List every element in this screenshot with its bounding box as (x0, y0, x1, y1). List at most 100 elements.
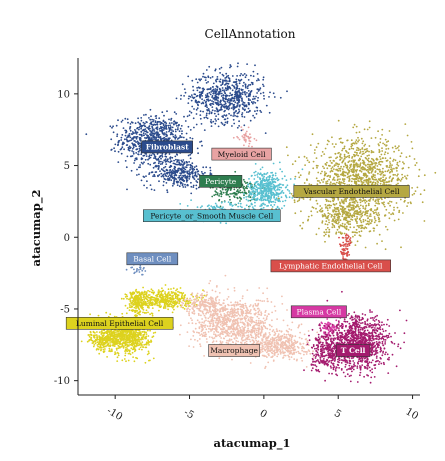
data-point (137, 117, 140, 120)
data-point (321, 221, 324, 224)
data-point (178, 159, 180, 162)
data-point (211, 86, 214, 88)
data-point (249, 184, 252, 187)
data-point (145, 333, 148, 335)
data-point (157, 159, 160, 161)
data-point (209, 77, 212, 79)
data-point (226, 98, 229, 101)
data-point (325, 206, 327, 208)
data-point (152, 120, 154, 123)
data-point (236, 112, 239, 115)
data-point (184, 176, 187, 179)
data-point (284, 186, 287, 189)
data-point (144, 125, 146, 128)
data-point (149, 156, 152, 159)
data-point (277, 187, 279, 189)
data-point (400, 152, 403, 155)
data-point (383, 182, 386, 184)
data-point (268, 96, 270, 98)
data-point (371, 183, 373, 186)
data-point (139, 122, 141, 125)
data-point (175, 113, 178, 115)
data-point (151, 123, 153, 126)
data-point (263, 95, 265, 97)
data-point (322, 165, 324, 168)
data-point (367, 204, 370, 206)
data-point (343, 153, 346, 156)
data-point (325, 228, 327, 231)
data-point (366, 155, 369, 157)
data-point (233, 188, 236, 191)
data-point (150, 188, 153, 191)
data-point (358, 175, 361, 178)
data-point (218, 80, 221, 83)
data-point (248, 195, 251, 198)
data-point (269, 190, 272, 193)
data-point (151, 128, 154, 130)
data-point (401, 176, 404, 179)
data-point (121, 146, 124, 149)
data-point (125, 343, 127, 346)
data-point (187, 97, 190, 100)
data-point (302, 221, 304, 224)
data-point (331, 162, 333, 164)
data-point (343, 180, 345, 183)
data-point (205, 100, 208, 103)
data-point (263, 184, 265, 187)
data-point (163, 166, 165, 169)
data-point (243, 189, 246, 192)
data-point (294, 178, 296, 180)
data-point (117, 119, 119, 122)
data-point (254, 182, 257, 185)
data-point (278, 161, 281, 164)
data-point (305, 157, 308, 159)
data-point (285, 196, 288, 199)
data-point (252, 70, 255, 73)
data-point (240, 129, 243, 132)
data-point (262, 186, 265, 189)
data-point (242, 101, 245, 104)
data-point (224, 102, 227, 105)
data-point (191, 172, 194, 175)
data-point (142, 267, 145, 270)
data-point (124, 340, 127, 343)
data-point (235, 87, 238, 90)
data-point (187, 154, 190, 157)
data-point (126, 144, 129, 146)
data-point (342, 172, 345, 175)
data-point (196, 107, 199, 110)
data-point (243, 81, 245, 84)
data-point (210, 119, 213, 121)
data-point (206, 205, 209, 208)
data-point (325, 181, 327, 183)
data-point (118, 342, 120, 345)
data-point (161, 126, 164, 129)
data-point (152, 135, 154, 137)
data-point (195, 175, 198, 178)
data-point (257, 90, 260, 92)
data-point (360, 221, 363, 224)
data-point (173, 181, 175, 184)
data-point (353, 231, 355, 234)
data-point (146, 187, 148, 189)
data-point (359, 152, 361, 155)
data-point (260, 187, 263, 190)
data-point (97, 314, 100, 317)
data-point (130, 266, 133, 269)
data-point (260, 180, 262, 183)
data-point (328, 231, 331, 233)
data-point (345, 245, 347, 248)
data-point (328, 235, 330, 238)
data-point (289, 178, 292, 180)
data-point (155, 165, 158, 168)
data-point (360, 216, 363, 218)
data-point (236, 85, 239, 87)
data-point (360, 137, 363, 140)
data-point (188, 110, 191, 113)
data-point (129, 136, 132, 139)
data-point (131, 348, 134, 351)
data-point (183, 95, 186, 97)
data-point (272, 187, 275, 190)
data-point (236, 99, 239, 102)
data-point (217, 113, 220, 116)
